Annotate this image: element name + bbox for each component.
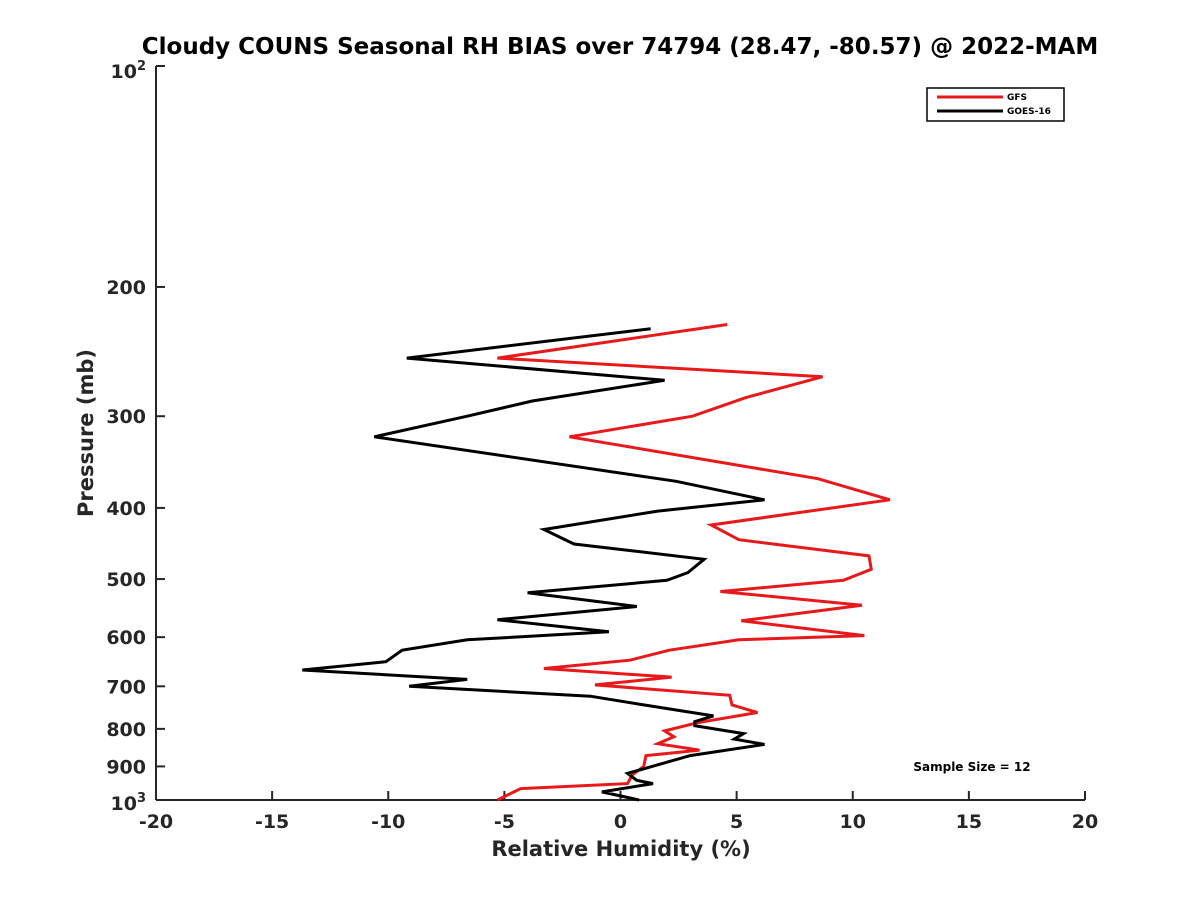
y-tick-label: 300 [106, 406, 146, 428]
series-group [302, 323, 891, 802]
legend-label-goes16: GOES-16 [1007, 107, 1051, 117]
y-axis-label: Pressure (mb) [74, 349, 98, 517]
x-tick-label: -20 [139, 811, 173, 833]
y-axis-ticks: 200 300 400 500 600 700 800 900 [106, 65, 165, 801]
y-tick-label: 900 [106, 756, 146, 778]
legend: GFS GOES-16 [926, 87, 1065, 122]
legend-label-gfs: GFS [1007, 93, 1027, 103]
y-tick-label-top: 102 [111, 59, 147, 83]
x-tick-label: 0 [614, 811, 627, 833]
x-axis-label: Relative Humidity (%) [491, 837, 750, 861]
x-axis-ticks: -20 -15 -10 -5 0 5 10 15 20 [139, 791, 1098, 833]
x-tick-label: -5 [494, 811, 515, 833]
x-tick-label: -15 [255, 811, 289, 833]
chart-title: Cloudy COUNS Seasonal RH BIAS over 74794… [142, 34, 1098, 60]
plot-area [155, 66, 1085, 801]
y-tick-label-bottom: 103 [111, 791, 147, 815]
y-tick-label: 500 [106, 569, 146, 591]
y-tick-label: 600 [106, 627, 146, 649]
x-tick-label: -10 [371, 811, 405, 833]
y-tick-label: 800 [106, 719, 146, 741]
y-tick-label: 400 [106, 498, 146, 520]
x-tick-label: 10 [840, 811, 866, 833]
series-line-goes16 [302, 327, 765, 802]
legend-box [926, 87, 1065, 122]
y-tick-label: 700 [106, 676, 146, 698]
y-tick-label: 200 [106, 277, 146, 299]
sample-size-annotation: Sample Size = 12 [913, 760, 1030, 774]
x-tick-label: 5 [730, 811, 743, 833]
x-tick-label: 15 [956, 811, 982, 833]
x-tick-label: 20 [1072, 811, 1098, 833]
series-line-gfs [496, 323, 891, 802]
